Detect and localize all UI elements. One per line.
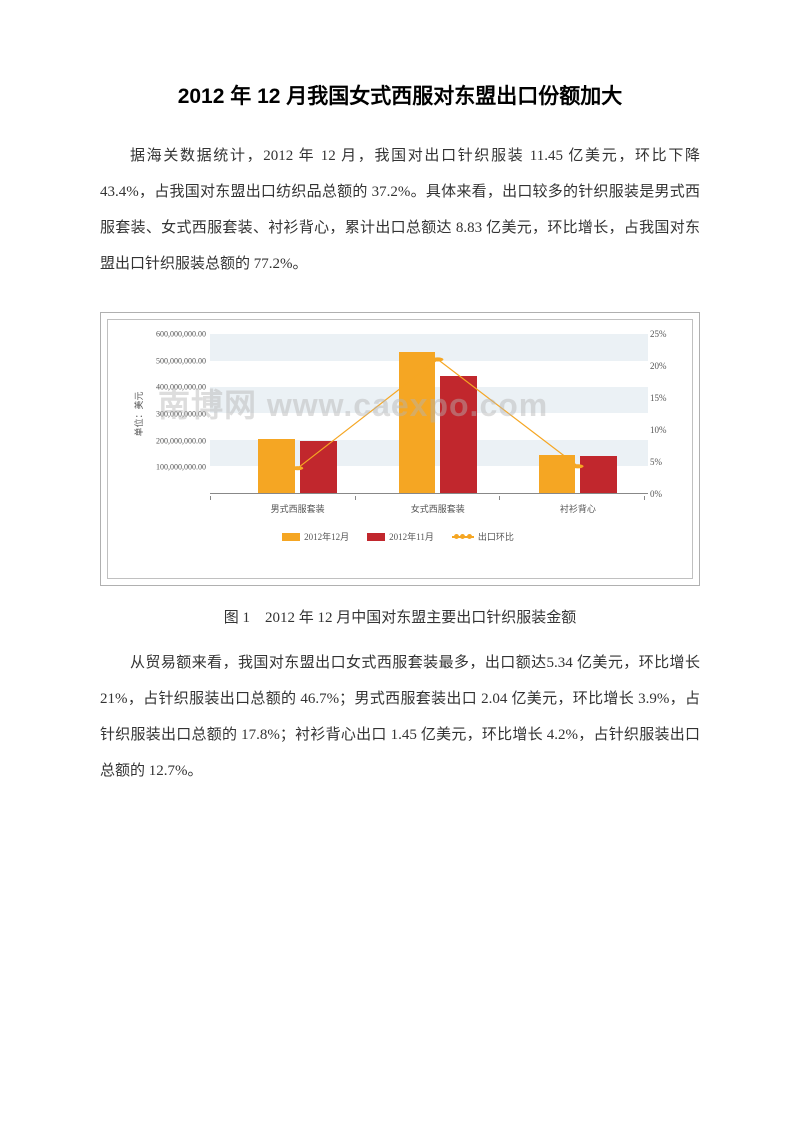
paragraph-1: 据海关数据统计，2012 年 12 月，我国对出口针织服装 11.45 亿美元，… — [100, 138, 700, 282]
x-axis-label: 衬衫背心 — [560, 502, 596, 515]
legend-line-icon — [452, 533, 474, 541]
y-left-tick: 200,000,000.00 — [156, 436, 206, 445]
figure-caption: 图 1 2012 年 12 月中国对东盟主要出口针织服装金额 — [100, 606, 700, 627]
x-tick — [499, 496, 500, 500]
y-axis-left: 单位：美元 600,000,000.00500,000,000.00400,00… — [118, 334, 208, 494]
legend: 2012年12月 2012年11月 出口环比 — [118, 530, 678, 543]
x-axis-labels: 男式西服套装 女式西服套装 衬衫背心 — [210, 496, 648, 524]
y-right-tick: 0% — [650, 489, 662, 499]
y-left-ticks: 600,000,000.00500,000,000.00400,000,000.… — [130, 334, 208, 494]
legend-label: 出口环比 — [478, 530, 514, 543]
legend-label: 2012年11月 — [389, 530, 434, 543]
legend-item: 出口环比 — [452, 530, 514, 543]
chart-container: 南博网 www.caexpo.com 单位：美元 600,000,000.005… — [107, 319, 693, 579]
x-axis-label: 男式西服套装 — [271, 502, 325, 515]
legend-label: 2012年12月 — [304, 530, 349, 543]
line-overlay — [210, 334, 648, 493]
y-left-tick: 300,000,000.00 — [156, 410, 206, 419]
y-right-tick: 10% — [650, 425, 667, 435]
chart-area: 单位：美元 600,000,000.00500,000,000.00400,00… — [118, 334, 678, 524]
x-tick — [210, 496, 211, 500]
plot-area — [210, 334, 648, 494]
y-right-tick: 5% — [650, 457, 662, 467]
page-title: 2012 年 12 月我国女式西服对东盟出口份额加大 — [100, 80, 700, 110]
x-axis-label: 女式西服套装 — [411, 502, 465, 515]
x-tick — [644, 496, 645, 500]
y-left-tick: 400,000,000.00 — [156, 383, 206, 392]
x-tick — [355, 496, 356, 500]
y-right-tick: 20% — [650, 361, 667, 371]
paragraph-2: 从贸易额来看，我国对东盟出口女式西服套装最多，出口额达5.34 亿美元，环比增长… — [100, 645, 700, 789]
y-left-tick: 100,000,000.00 — [156, 463, 206, 472]
legend-item: 2012年11月 — [367, 530, 434, 543]
legend-swatch — [367, 533, 385, 541]
chart-outer-border: 南博网 www.caexpo.com 单位：美元 600,000,000.005… — [100, 312, 700, 586]
y-left-tick: 500,000,000.00 — [156, 356, 206, 365]
y-left-tick: 600,000,000.00 — [156, 330, 206, 339]
legend-swatch — [282, 533, 300, 541]
y-axis-right: 25%20%15%10%5%0% — [648, 334, 678, 494]
y-right-tick: 15% — [650, 393, 667, 403]
legend-item: 2012年12月 — [282, 530, 349, 543]
y-right-tick: 25% — [650, 329, 667, 339]
